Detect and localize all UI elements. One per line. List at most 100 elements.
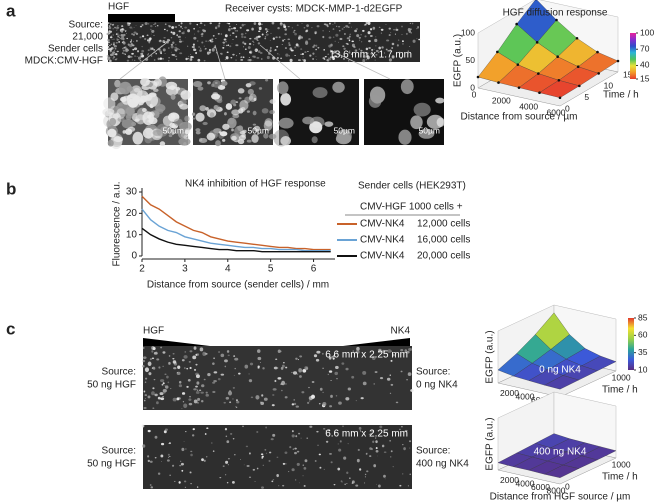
cell	[148, 92, 157, 98]
cell	[384, 478, 386, 480]
cell	[231, 128, 234, 132]
cell	[241, 35, 244, 39]
cell	[315, 56, 317, 58]
cell	[335, 133, 352, 145]
cell	[180, 462, 184, 466]
cell	[233, 355, 236, 358]
cell	[222, 41, 226, 44]
cell	[205, 106, 209, 111]
cell	[334, 371, 339, 376]
cell	[249, 362, 254, 366]
cell	[284, 396, 288, 399]
cell	[374, 437, 377, 439]
cell	[188, 402, 193, 406]
cell	[192, 117, 196, 120]
cell	[280, 93, 292, 106]
cell	[351, 480, 355, 484]
cell	[249, 37, 252, 40]
cell	[200, 35, 204, 37]
cell	[132, 48, 135, 51]
cell	[173, 367, 177, 370]
cell	[322, 367, 324, 370]
cell	[383, 474, 386, 478]
cell	[185, 37, 186, 39]
cell	[157, 57, 160, 61]
cell	[375, 45, 377, 47]
cell	[416, 28, 418, 30]
cell	[246, 110, 250, 113]
cell	[164, 373, 167, 375]
legend-title: Sender cells (HEK293T)	[358, 181, 466, 192]
source-text: Sender cells	[48, 44, 103, 55]
cell	[276, 53, 279, 55]
cell	[211, 83, 215, 87]
y-tick-label: 15	[623, 69, 633, 79]
cell	[178, 380, 182, 384]
cell	[335, 395, 338, 397]
cell	[153, 351, 158, 355]
cell	[282, 39, 284, 42]
panel-label: a	[6, 1, 16, 20]
cell	[153, 49, 156, 51]
series-line	[141, 227, 331, 253]
cell	[137, 56, 142, 60]
dimensions: 6.6 mm x 2.25 mm	[325, 350, 408, 361]
cell	[181, 392, 186, 395]
x-tick-label: 4000	[516, 478, 535, 488]
cell	[332, 28, 335, 30]
cell	[191, 45, 195, 49]
cell	[232, 387, 236, 389]
cell	[121, 52, 124, 54]
chart-title: HGF diffusion response	[503, 8, 608, 19]
cell	[185, 57, 188, 61]
cell	[134, 59, 136, 62]
axis-label: EGFP (a.u.)	[485, 330, 496, 383]
cell	[150, 486, 154, 489]
cell	[120, 30, 124, 33]
cell	[179, 38, 181, 40]
cell	[164, 53, 166, 54]
cell	[291, 371, 293, 374]
cell	[170, 45, 174, 49]
cell	[276, 57, 279, 60]
cell	[167, 381, 170, 384]
cell	[362, 381, 367, 386]
cell	[173, 480, 176, 482]
gradient-label: HGF	[143, 326, 164, 337]
cell	[410, 32, 412, 34]
cell	[288, 471, 290, 473]
cell	[181, 359, 185, 362]
cell	[408, 348, 413, 351]
cell	[271, 480, 274, 483]
cell	[272, 394, 275, 396]
cell	[406, 350, 410, 354]
cell	[351, 43, 355, 48]
cell	[190, 453, 193, 457]
cell	[300, 53, 302, 56]
cell	[381, 46, 384, 49]
cell	[242, 425, 244, 428]
cell	[351, 53, 353, 55]
cell	[284, 383, 287, 385]
cell	[254, 49, 257, 51]
cell	[219, 131, 228, 137]
cell	[383, 52, 386, 54]
cell	[266, 55, 270, 60]
axis-label: Time / h	[602, 472, 638, 483]
cell	[328, 370, 333, 373]
cell	[211, 442, 213, 444]
cell	[233, 27, 237, 30]
cell	[261, 33, 264, 36]
colorbar-label: 10	[638, 364, 648, 374]
cell	[116, 29, 118, 31]
cell	[179, 103, 189, 110]
series-line	[141, 208, 331, 252]
cell	[334, 22, 336, 24]
cell	[401, 25, 403, 28]
cell	[154, 22, 157, 25]
cell	[402, 443, 404, 446]
cell	[398, 129, 412, 145]
cell	[340, 56, 343, 59]
cell	[257, 356, 262, 361]
cell	[297, 359, 299, 361]
